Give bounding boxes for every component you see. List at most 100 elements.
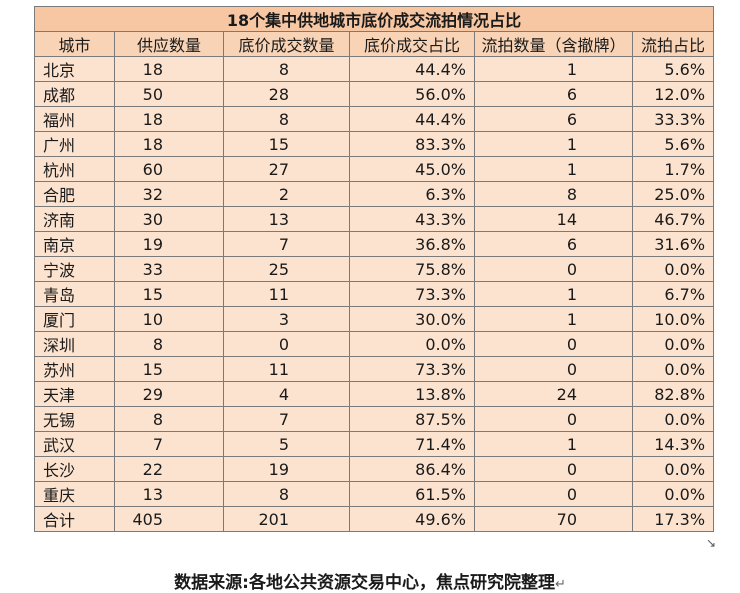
table-cell: 29 xyxy=(114,381,224,407)
table-cell: 43.3% xyxy=(349,206,475,232)
table-cell: 苏州 xyxy=(34,356,115,382)
table-row: 厦门 10 3 30.0% 1 10.0% xyxy=(34,306,715,332)
table-cell: 83.3% xyxy=(349,131,475,157)
table-cell: 福州 xyxy=(34,106,115,132)
table-row: 杭州 60 27 45.0% 1 1.7% xyxy=(34,156,715,182)
table-cell: 武汉 xyxy=(34,431,115,457)
table-row: 成都 50 28 56.0% 6 12.0% xyxy=(34,81,715,107)
table-cell: 15 xyxy=(114,356,224,382)
column-header: 流拍数量（含撤牌） xyxy=(474,31,633,57)
table-cell: 7 xyxy=(114,431,224,457)
table-cell: 4 xyxy=(223,381,350,407)
table-cell: 6.3% xyxy=(349,181,475,207)
table-cell: 32 xyxy=(114,181,224,207)
table-cell: 8 xyxy=(114,406,224,432)
table-cell: 8 xyxy=(474,181,633,207)
table-row: 广州 18 15 83.3% 1 5.6% xyxy=(34,131,715,157)
table-header-row: 城市 供应数量 底价成交数量 底价成交占比 流拍数量（含撤牌） 流拍占比 xyxy=(34,31,715,57)
column-header: 流拍占比 xyxy=(631,31,715,57)
table-cell: 1 xyxy=(474,431,633,457)
table-cell: 7 xyxy=(223,231,350,257)
table-cell: 13 xyxy=(114,481,224,507)
table-cell: 46.7% xyxy=(631,206,715,232)
table-cell: 61.5% xyxy=(349,481,475,507)
table-row: 深圳 8 0 0.0% 0 0.0% xyxy=(34,331,715,357)
table-cell: 1 xyxy=(474,306,633,332)
table-cell: 87.5% xyxy=(349,406,475,432)
total-cell: 17.3% xyxy=(631,506,715,532)
table-cell: 3 xyxy=(223,306,350,332)
table-cell: 宁波 xyxy=(34,256,115,282)
table-row: 北京 18 8 44.4% 1 5.6% xyxy=(34,56,715,82)
table-row: 天津 29 4 13.8% 24 82.8% xyxy=(34,381,715,407)
table-cell: 8 xyxy=(114,331,224,357)
table-cell: 27 xyxy=(223,156,350,182)
column-header: 城市 xyxy=(34,31,115,57)
table-title-row: 18个集中供地城市底价成交流拍情况占比 xyxy=(33,6,715,32)
table-cell: 无锡 xyxy=(34,406,115,432)
table-cell: 广州 xyxy=(34,131,115,157)
table-cell: 19 xyxy=(114,231,224,257)
table-cell: 0.0% xyxy=(631,256,715,282)
table-row: 苏州 15 11 73.3% 0 0.0% xyxy=(34,356,715,382)
table-cell: 6 xyxy=(474,106,633,132)
table-cell: 0 xyxy=(474,406,633,432)
table-cell: 0.0% xyxy=(349,331,475,357)
table-cell: 18 xyxy=(114,131,224,157)
table-row: 福州 18 8 44.4% 6 33.3% xyxy=(34,106,715,132)
table-cell: 1 xyxy=(474,131,633,157)
table-cell: 10 xyxy=(114,306,224,332)
table-cell: 22 xyxy=(114,456,224,482)
table-cell: 33 xyxy=(114,256,224,282)
table-row: 济南 30 13 43.3% 14 46.7% xyxy=(34,206,715,232)
table-cell: 6.7% xyxy=(631,281,715,307)
table-cell: 8 xyxy=(223,106,350,132)
table-cell: 5 xyxy=(223,431,350,457)
table-cell: 合肥 xyxy=(34,181,115,207)
table-row: 重庆 13 8 61.5% 0 0.0% xyxy=(34,481,715,507)
table-cell: 6 xyxy=(474,81,633,107)
column-header: 供应数量 xyxy=(114,31,224,57)
total-cell: 70 xyxy=(474,506,633,532)
table-cell: 11 xyxy=(223,281,350,307)
table-cell: 5.6% xyxy=(631,131,715,157)
table-cell: 15 xyxy=(223,131,350,157)
table-cell: 2 xyxy=(223,181,350,207)
table-cell: 北京 xyxy=(34,56,115,82)
table-cell: 8 xyxy=(223,56,350,82)
table-cell: 济南 xyxy=(34,206,115,232)
table-cell: 天津 xyxy=(34,381,115,407)
total-cell: 合计 xyxy=(34,506,115,532)
table-cell: 深圳 xyxy=(34,331,115,357)
table-row: 长沙 22 19 86.4% 0 0.0% xyxy=(34,456,715,482)
table-row: 武汉 7 5 71.4% 1 14.3% xyxy=(34,431,715,457)
total-cell: 201 xyxy=(223,506,350,532)
table-cell: 0 xyxy=(474,456,633,482)
return-mark-icon: ↵ xyxy=(554,577,566,592)
table-row: 无锡 8 7 87.5% 0 0.0% xyxy=(34,406,715,432)
table-cell: 0.0% xyxy=(631,481,715,507)
table-cell: 75.8% xyxy=(349,256,475,282)
total-row: 合计 405 201 49.6% 70 17.3% xyxy=(34,506,715,532)
table-cell: 10.0% xyxy=(631,306,715,332)
table-cell: 青岛 xyxy=(34,281,115,307)
table-cell: 7 xyxy=(223,406,350,432)
table-cell: 0.0% xyxy=(631,356,715,382)
resize-handle-icon[interactable]: ↘ xyxy=(706,536,717,550)
table-cell: 45.0% xyxy=(349,156,475,182)
table-cell: 12.0% xyxy=(631,81,715,107)
table-cell: 0 xyxy=(474,481,633,507)
source-caption: 数据来源:各地公共资源交易中心，焦点研究院整理↵ xyxy=(0,568,740,593)
table-cell: 0 xyxy=(474,356,633,382)
table-cell: 8 xyxy=(223,481,350,507)
total-cell: 49.6% xyxy=(349,506,475,532)
table-cell: 30 xyxy=(114,206,224,232)
table-cell: 24 xyxy=(474,381,633,407)
table-cell: 73.3% xyxy=(349,281,475,307)
table-row: 青岛 15 11 73.3% 1 6.7% xyxy=(34,281,715,307)
table-cell: 0 xyxy=(474,256,633,282)
table-cell: 南京 xyxy=(34,231,115,257)
table-cell: 18 xyxy=(114,56,224,82)
table-cell: 5.6% xyxy=(631,56,715,82)
table-cell: 73.3% xyxy=(349,356,475,382)
